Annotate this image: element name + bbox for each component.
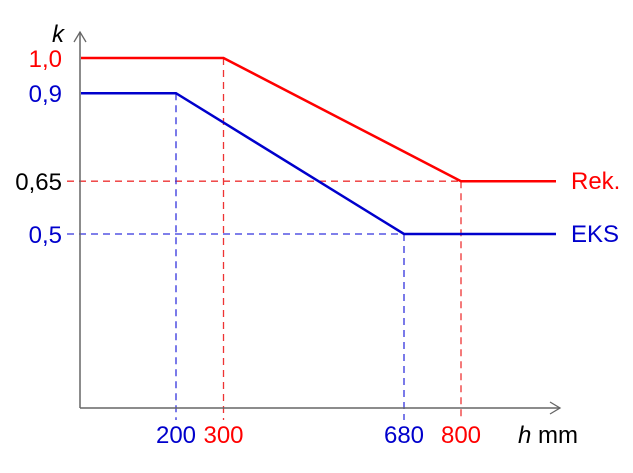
series-label: Rek. — [571, 168, 620, 195]
y-axis-label: k — [52, 21, 66, 48]
x-axis-variable: h — [518, 422, 531, 449]
y-tick-label: 0,5 — [29, 222, 62, 249]
series-line-eks — [81, 91, 556, 236]
series-line-rek — [81, 56, 556, 183]
x-tick-label: 300 — [203, 422, 243, 449]
y-tick-label: 0,9 — [29, 81, 62, 108]
x-tick-label: 200 — [156, 422, 196, 449]
x-tick-label: 800 — [441, 422, 481, 449]
series-label: EKS — [571, 221, 619, 248]
x-axis-unit: mm — [531, 422, 578, 449]
x-axis-label: h mm — [518, 422, 578, 449]
y-axis-arrow — [73, 30, 87, 43]
x-tick-label: 680 — [384, 422, 424, 449]
x-axis-arrow — [549, 401, 562, 415]
y-tick-label: 1,0 — [29, 46, 62, 73]
y-tick-label: 0,65 — [15, 169, 62, 196]
